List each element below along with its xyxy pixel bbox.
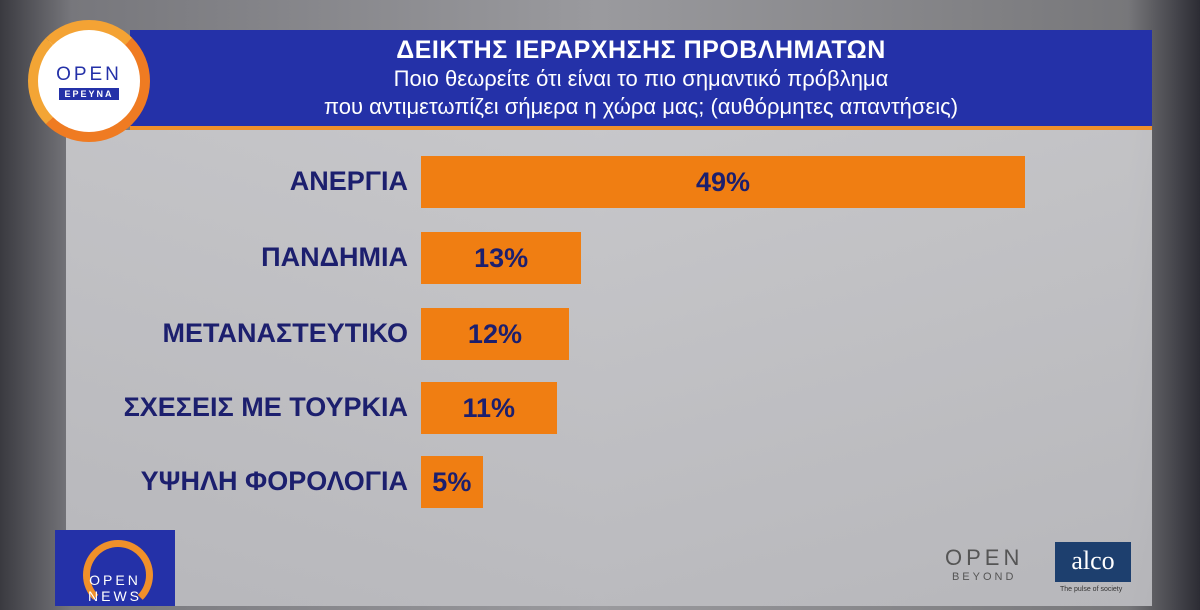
alco-logo: alco (1055, 542, 1131, 582)
bar: 11% (421, 382, 557, 434)
data-label: 49% (695, 166, 751, 197)
logo-subtext: BEYOND (951, 571, 1017, 583)
chart-title: ΔΕΙΚΤΗΣ ΙΕΡΑΡΧΗΣΗΣ ΠΡΟΒΛΗΜΑΤΩΝ (396, 36, 886, 64)
open-news-logo: OPEN NEWS (55, 530, 175, 610)
logo-subtext: ΕΡΕΥΝΑ (59, 88, 119, 100)
category-label: ΠΑΝΔΗΜΙΑ (261, 242, 408, 272)
category-label: ΥΨΗΛΗ ΦΟΡΟΛΟΓΙΑ (140, 466, 408, 496)
bar: 12% (421, 308, 569, 360)
open-beyond-logo: OPEN BEYOND (945, 545, 1023, 583)
data-label: 12% (467, 318, 522, 349)
bar: 49% (421, 156, 1025, 208)
header-banner: ΔΕΙΚΤΗΣ ΙΕΡΑΡΧΗΣΗΣ ΠΡΟΒΛΗΜΑΤΩΝ Ποιο θεωρ… (130, 30, 1152, 130)
chart-subtitle-2: που αντιμετωπίζει σήμερα η χώρα μας; (αυ… (323, 94, 959, 119)
logo-ring (83, 540, 153, 610)
data-label: 5% (432, 466, 472, 497)
data-label: 11% (462, 392, 516, 423)
category-label: ΑΝΕΡΓΙΑ (289, 166, 408, 196)
chart-subtitle-1: Ποιο θεωρείτε ότι είναι το πιο σημαντικό… (393, 66, 889, 91)
chart-panel (66, 130, 1152, 606)
logo-text: OPEN (89, 572, 141, 588)
data-label: 13% (474, 242, 529, 273)
logo-text: OPEN (56, 64, 122, 85)
bar: 13% (421, 232, 582, 284)
category-label: ΣΧΕΣΕΙΣ ΜΕ ΤΟΥΡΚΙΑ (123, 392, 408, 422)
open-erevna-logo: OPEN ΕΡΕΥΝΑ (28, 20, 150, 142)
logo-text: OPEN (945, 545, 1024, 570)
category-label: ΜΕΤΑΝΑΣΤΕΥΤΙΚΟ (162, 318, 408, 348)
bar: 5% (421, 456, 483, 508)
logo-subtext: NEWS (88, 588, 142, 604)
alco-tagline: The pulse of society (1060, 586, 1123, 593)
